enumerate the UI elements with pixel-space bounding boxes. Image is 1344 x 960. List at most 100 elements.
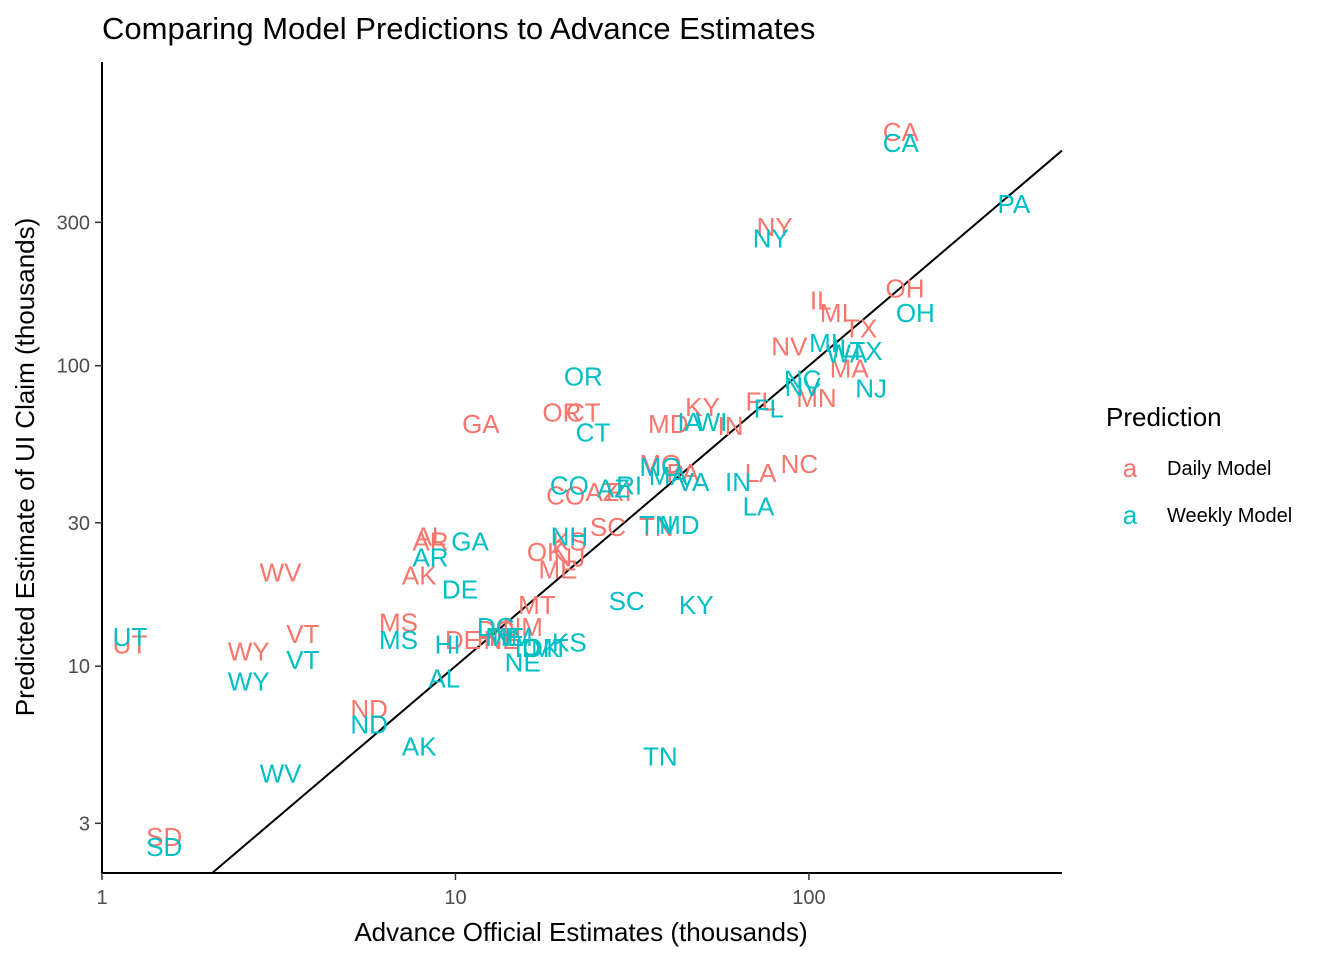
point-label-dc: DC [477, 612, 515, 642]
point-label-ar: AR [412, 526, 448, 556]
point-label-ak: AK [402, 732, 437, 762]
point-label-ga: GA [451, 526, 489, 556]
point-label-nv: NV [771, 331, 808, 361]
point-label-fl: FL [745, 387, 775, 417]
point-label-mn: MN [796, 383, 836, 413]
point-label-ok: OK [527, 537, 565, 567]
x-axis-ticks: 1 10 100 [96, 873, 826, 909]
y-tick-label: 30 [68, 513, 90, 535]
point-label-wv: WV [260, 558, 303, 588]
point-label-nc: NC [781, 449, 819, 479]
point-label-ny: NY [757, 212, 793, 242]
point-label-co: CO [550, 470, 589, 500]
point-label-in: IN [725, 467, 751, 497]
point-label-nm: NM [492, 622, 532, 652]
point-label-mi: MI [820, 298, 849, 328]
point-label-ca: CA [883, 117, 920, 147]
point-label-al: AL [415, 522, 447, 552]
y-tick-label: 3 [79, 813, 90, 835]
point-label-ia: IA [677, 407, 702, 437]
point-label-ct: CT [576, 417, 611, 447]
identity-line [211, 149, 1063, 874]
point-label-la: LA [745, 458, 777, 488]
x-axis-title: Advance Official Estimates (thousands) [354, 917, 807, 947]
legend: Prediction a Daily Model a Weekly Model [1106, 402, 1292, 530]
point-label-vt: VT [286, 645, 319, 675]
point-label-sc: SC [590, 512, 626, 542]
point-label-nd: ND [350, 694, 388, 724]
point-label-nc: NC [784, 364, 822, 394]
y-tick-label: 300 [57, 212, 90, 234]
point-label-ar: AR [412, 542, 448, 572]
point-label-az: AZ [597, 474, 630, 504]
point-label-ut: UT [113, 630, 148, 660]
point-label-tn: TN [639, 510, 674, 540]
point-label-va: VA [677, 467, 710, 497]
y-tick-label: 10 [68, 656, 90, 678]
point-label-de: DE [445, 625, 481, 655]
point-label-ri: RI [606, 477, 632, 507]
legend-title: Prediction [1106, 402, 1222, 432]
legend-key: a [1123, 453, 1138, 483]
point-label-nj: NJ [553, 542, 585, 572]
legend-key: a [1123, 500, 1138, 530]
point-label-tx: TX [844, 313, 877, 343]
point-label-nj: NJ [855, 373, 887, 403]
point-label-mt: MT [531, 633, 569, 663]
point-label-wy: WY [228, 636, 270, 666]
point-label-hi: HI [435, 630, 461, 660]
point-label-sc: SC [609, 586, 645, 616]
point-label-wi: WI [696, 407, 728, 437]
point-label-md: MD [659, 510, 699, 540]
y-axis-title: Predicted Estimate of UI Claim (thousand… [10, 218, 40, 717]
legend-items: a Daily Model a Weekly Model [1123, 453, 1292, 530]
point-label-pa: PA [667, 458, 700, 488]
legend-label: Weekly Model [1167, 505, 1292, 527]
point-label-or: OR [564, 362, 603, 392]
point-label-pa: PA [997, 189, 1030, 219]
point-label-ut: UT [113, 622, 148, 652]
point-label-mo: MO [639, 449, 681, 479]
point-label-ne: NE [505, 647, 541, 677]
point-label-ct: CT [566, 397, 601, 427]
point-label-tn: TN [639, 512, 674, 542]
point-label-ma: MA [649, 461, 689, 491]
point-label-me: ME [485, 622, 524, 652]
point-label-mt: MT [518, 590, 556, 620]
point-label-co: CO [546, 480, 585, 510]
point-label-il: IL [810, 285, 832, 315]
point-label-oh: OH [886, 273, 925, 303]
point-label-ga: GA [462, 409, 500, 439]
point-label-oh: OH [896, 298, 935, 328]
point-label-ne: NE [483, 625, 519, 655]
point-label-ky: KY [679, 590, 714, 620]
point-label-wv: WV [260, 758, 303, 788]
point-label-ks: KS [552, 526, 587, 556]
point-label-or: OR [542, 397, 581, 427]
point-label-id: ID [515, 633, 541, 663]
x-tick-label: 10 [444, 887, 466, 909]
point-label-ny: NY [753, 224, 789, 254]
point-label-az: AZ [586, 477, 619, 507]
point-label-in: IN [718, 411, 744, 441]
point-label-ky: KY [685, 392, 720, 422]
chart-title: Comparing Model Predictions to Advance E… [102, 11, 815, 46]
point-label-dc: DC [477, 615, 515, 645]
point-label-md: MD [648, 409, 688, 439]
legend-label: Daily Model [1167, 458, 1271, 480]
point-label-tn: TN [643, 742, 678, 772]
point-label-nm: NM [503, 612, 543, 642]
point-label-mi: MI [809, 328, 838, 358]
point-label-tx: TX [849, 336, 882, 366]
point-label-sd: SD [146, 822, 182, 852]
point-label-fl: FL [754, 394, 784, 424]
point-label-ri: RI [616, 470, 642, 500]
point-label-nd: ND [350, 709, 388, 739]
point-label-al: AL [428, 663, 460, 693]
point-label-mo: MO [639, 452, 681, 482]
point-label-hi: HI [477, 622, 503, 652]
